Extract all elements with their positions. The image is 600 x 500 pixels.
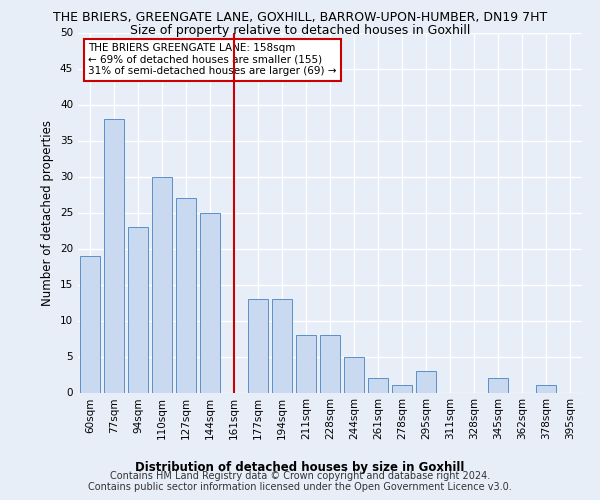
Bar [392, 386, 412, 392]
Text: Contains HM Land Registry data © Crown copyright and database right 2024.
Contai: Contains HM Land Registry data © Crown c… [88, 471, 512, 492]
Bar [200, 212, 220, 392]
Bar [176, 198, 196, 392]
Text: THE BRIERS GREENGATE LANE: 158sqm
← 69% of detached houses are smaller (155)
31%: THE BRIERS GREENGATE LANE: 158sqm ← 69% … [88, 44, 337, 76]
Bar [152, 176, 172, 392]
Bar [488, 378, 508, 392]
Bar [104, 119, 124, 392]
Bar [272, 299, 292, 392]
Bar [248, 299, 268, 392]
Text: Size of property relative to detached houses in Goxhill: Size of property relative to detached ho… [130, 24, 470, 37]
Y-axis label: Number of detached properties: Number of detached properties [41, 120, 55, 306]
Bar [128, 227, 148, 392]
Bar [368, 378, 388, 392]
Bar [320, 335, 340, 392]
Bar [296, 335, 316, 392]
Bar [536, 386, 556, 392]
Text: Distribution of detached houses by size in Goxhill: Distribution of detached houses by size … [136, 461, 464, 474]
Bar [344, 356, 364, 392]
Text: THE BRIERS, GREENGATE LANE, GOXHILL, BARROW-UPON-HUMBER, DN19 7HT: THE BRIERS, GREENGATE LANE, GOXHILL, BAR… [53, 11, 547, 24]
Bar [416, 371, 436, 392]
Bar [80, 256, 100, 392]
